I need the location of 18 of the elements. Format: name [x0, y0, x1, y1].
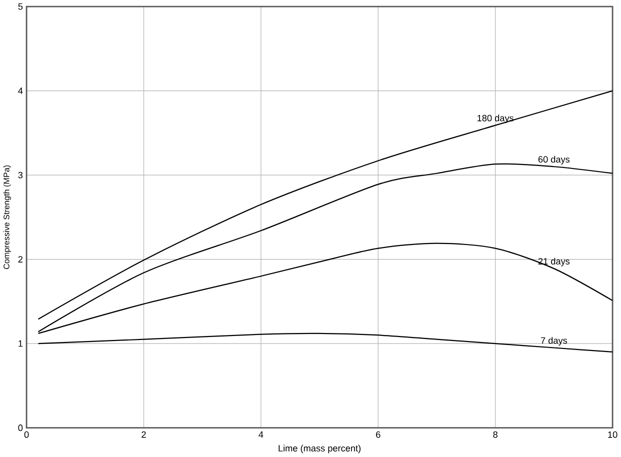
- y-tick-label: 1: [18, 340, 23, 347]
- y-tick-label: 2: [18, 256, 23, 263]
- x-tick-label: 8: [493, 432, 498, 438]
- series-label: 60 days: [538, 156, 570, 165]
- series-label: 7 days: [540, 337, 568, 346]
- y-axis-title: Compressive Strength (MPa): [3, 166, 11, 270]
- line-series: [38, 333, 614, 353]
- y-tick-label: 4: [18, 88, 23, 94]
- line-series: [38, 90, 614, 320]
- x-tick-label: 0: [24, 432, 29, 438]
- x-tick-label: 2: [142, 432, 146, 438]
- y-tick-label: 3: [18, 172, 23, 178]
- x-axis-title: Lime (mass percent): [278, 444, 361, 454]
- x-tick-label: 10: [608, 432, 618, 438]
- x-tick-label: 4: [258, 432, 264, 438]
- y-tick-label: 5: [18, 4, 23, 10]
- y-tick-label: 0: [18, 424, 23, 432]
- x-tick-label: 6: [376, 432, 380, 438]
